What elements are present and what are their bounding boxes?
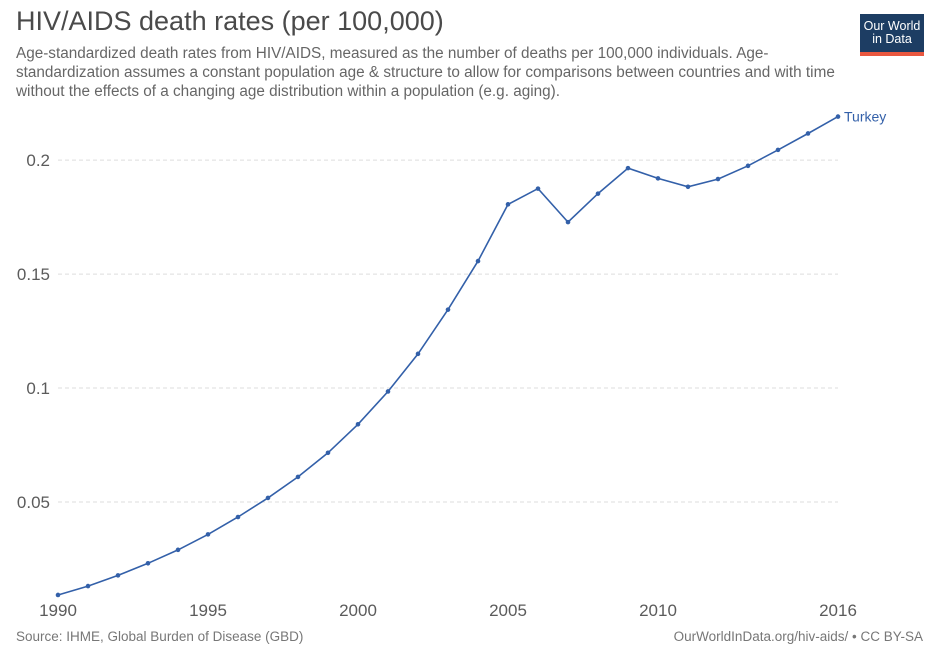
series-line-turkey	[57, 115, 839, 596]
logo-line-2: in Data	[872, 32, 912, 46]
series-label: Turkey	[844, 109, 886, 125]
data-point[interactable]	[595, 191, 601, 196]
y-tick-label: 0.15	[17, 265, 50, 284]
y-tick-label: 0.05	[17, 493, 50, 512]
x-tick-label: 1990	[39, 601, 77, 620]
chart-title: HIV/AIDS death rates (per 100,000)	[16, 6, 444, 36]
data-point[interactable]	[115, 573, 121, 578]
data-point[interactable]	[505, 202, 511, 207]
x-tick-label: 2016	[819, 601, 857, 620]
data-point[interactable]	[175, 547, 181, 553]
data-point[interactable]	[685, 184, 691, 190]
data-point[interactable]	[235, 514, 241, 520]
data-point[interactable]	[415, 351, 421, 357]
chart-subtitle: Age-standardized death rates from HIV/AI…	[16, 45, 835, 100]
y-axis-ticks: 0.05 0.1 0.15 0.2	[17, 151, 50, 512]
license-link[interactable]: OurWorldInData.org/hiv-aids/ • CC BY-SA	[673, 629, 923, 644]
data-point[interactable]	[85, 583, 91, 589]
x-tick-label: 2000	[339, 601, 377, 620]
data-point[interactable]	[655, 176, 661, 181]
data-point[interactable]	[445, 307, 451, 312]
data-point[interactable]	[535, 186, 541, 191]
data-point[interactable]	[145, 561, 151, 566]
logo-accent-bar	[860, 52, 924, 56]
data-point[interactable]	[745, 163, 751, 169]
data-point[interactable]	[55, 592, 61, 598]
data-point[interactable]	[715, 176, 721, 182]
owid-logo[interactable]: Our World in Data	[860, 14, 924, 56]
data-point[interactable]	[295, 474, 301, 480]
y-tick-label: 0.1	[26, 379, 50, 398]
gridlines	[58, 159, 838, 503]
data-point[interactable]	[565, 219, 571, 225]
logo-line-1: Our World	[863, 19, 921, 33]
data-point[interactable]	[385, 389, 391, 394]
x-tick-label: 2010	[639, 601, 677, 620]
data-point[interactable]	[835, 114, 841, 119]
data-point[interactable]	[325, 450, 331, 456]
source-note[interactable]: Source: IHME, Global Burden of Disease (…	[16, 629, 304, 644]
x-tick-label: 2005	[489, 601, 527, 620]
data-point[interactable]	[475, 258, 481, 264]
x-tick-label: 1995	[189, 601, 227, 620]
x-axis-ticks: 1990 1995 2000 2005 2010 2016	[39, 601, 857, 620]
data-point[interactable]	[355, 421, 361, 427]
data-point[interactable]	[265, 495, 271, 501]
data-point[interactable]	[775, 147, 781, 153]
data-point[interactable]	[205, 532, 211, 537]
data-point[interactable]	[805, 131, 811, 136]
data-point[interactable]	[625, 165, 631, 171]
y-tick-label: 0.2	[26, 151, 50, 170]
series-layer: Turkey	[55, 109, 886, 598]
